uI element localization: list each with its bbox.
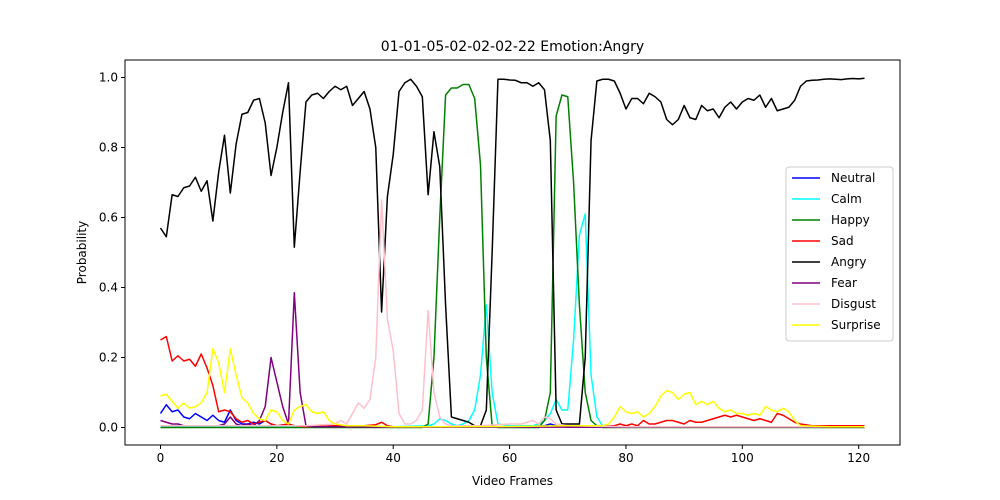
legend-label-disgust: Disgust [831, 297, 876, 311]
plot-frame [124, 59, 901, 446]
x-axis-label: Video Frames [472, 474, 553, 488]
x-tick-label: 40 [386, 451, 401, 465]
x-axis: 0 20 40 60 80 100 120 [157, 445, 870, 465]
legend-label-sad: Sad [831, 234, 854, 248]
y-tick-label: 0.8 [99, 141, 118, 155]
y-tick-label: 1.0 [99, 71, 118, 85]
legend: Neutral Calm Happy Sad Angry Fear Disgust Surpr… [785, 166, 894, 342]
legend-box [785, 166, 894, 342]
y-tick-label: 0.4 [99, 281, 118, 295]
y-tick-label: 0.2 [99, 351, 118, 365]
legend-label-fear: Fear [831, 276, 857, 290]
legend-label-happy: Happy [831, 213, 870, 227]
x-tick-label: 120 [847, 451, 870, 465]
x-tick-label: 60 [502, 451, 517, 465]
series-line-sad [160, 335, 865, 428]
x-tick-label: 80 [618, 451, 633, 465]
series-line-disgust [160, 199, 865, 428]
y-tick-label: 0.0 [99, 421, 118, 435]
y-tick-label: 0.6 [99, 211, 118, 225]
series-line-surprise [160, 348, 865, 428]
x-tick-label: 0 [157, 451, 165, 465]
x-tick-label: 100 [731, 451, 754, 465]
y-axis-label: Probability [75, 221, 89, 284]
legend-label-calm: Calm [831, 192, 862, 206]
legend-label-neutral: Neutral [831, 171, 875, 185]
y-axis: 0.0 0.2 0.4 0.6 0.8 1.0 [99, 71, 125, 435]
x-tick-label: 20 [269, 451, 284, 465]
chart-title: 01-01-05-02-02-02-22 Emotion:Angry [381, 39, 644, 55]
legend-label-angry: Angry [831, 255, 866, 269]
series-line-angry [159, 77, 865, 427]
legend-label-surprise: Surprise [831, 318, 881, 332]
